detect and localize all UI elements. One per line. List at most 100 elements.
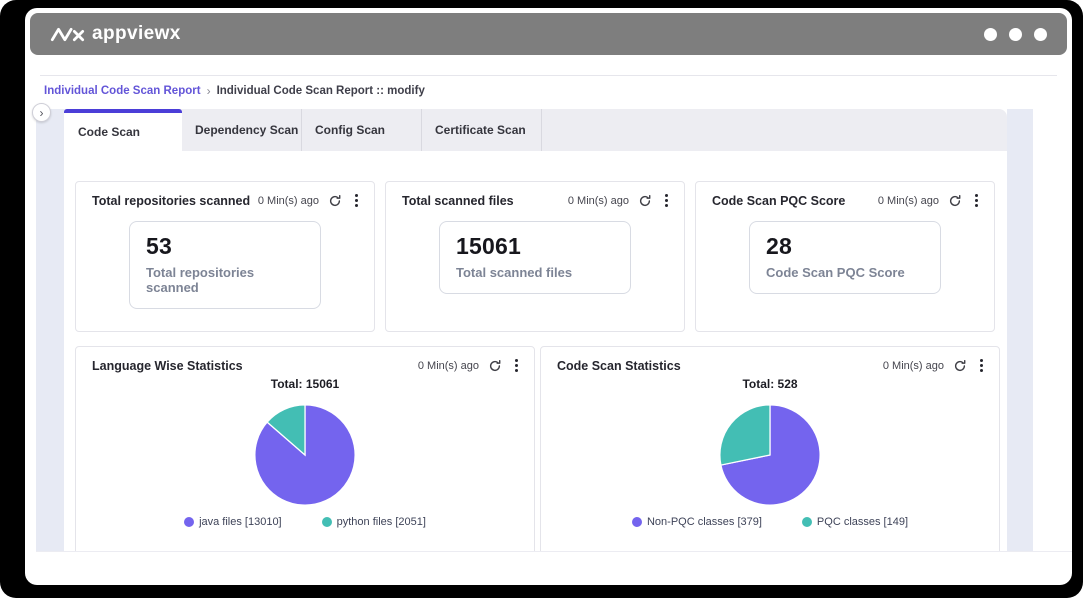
pie-chart-wrap xyxy=(541,402,999,508)
legend-color-dot xyxy=(631,517,642,527)
kebab-icon xyxy=(975,204,978,207)
legend-color-dot xyxy=(321,517,332,527)
logo-mark-icon xyxy=(50,27,85,41)
kebab-icon xyxy=(355,204,358,207)
kebab-menu-button[interactable] xyxy=(661,192,672,209)
kebab-icon xyxy=(980,359,983,362)
stat-label: Total repositories scanned xyxy=(146,265,255,295)
tab-label: Dependency Scan xyxy=(195,123,299,137)
refresh-icon xyxy=(639,194,651,206)
kebab-icon xyxy=(665,199,668,202)
pie-chart[interactable] xyxy=(717,402,823,508)
breadcrumb-separator-icon: › xyxy=(206,84,211,98)
window-control-dot[interactable] xyxy=(984,27,997,41)
legend-color-dot xyxy=(184,517,195,527)
breadcrumb-link[interactable]: Individual Code Scan Report xyxy=(44,85,201,97)
chart-cards-row: Language Wise Statistics 0 Min(s) ago xyxy=(75,346,1007,551)
kebab-icon xyxy=(980,369,983,372)
card-title: Language Wise Statistics xyxy=(92,358,243,373)
stat-label: Code Scan PQC Score xyxy=(766,265,905,280)
legend-item[interactable]: PQC classes [149] xyxy=(801,516,908,528)
card-header: Total repositories scanned 0 Min(s) ago xyxy=(76,182,374,209)
titlebar: appviewx xyxy=(30,13,1067,55)
legend-label: python files [2051] xyxy=(336,516,426,528)
kebab-menu-button[interactable] xyxy=(351,192,362,209)
refresh-button[interactable] xyxy=(328,194,342,208)
kebab-menu-button[interactable] xyxy=(976,357,987,374)
kebab-icon xyxy=(665,204,668,207)
stat-value: 53 xyxy=(146,233,172,259)
stat-label: Total scanned files xyxy=(456,265,573,280)
tabstrip: Code Scan Dependency Scan Config Scan Ce… xyxy=(64,109,1007,151)
legend-label: Non-PQC classes [379] xyxy=(646,516,762,528)
last-updated-text: 0 Min(s) ago xyxy=(257,194,319,207)
last-updated-text: 0 Min(s) ago xyxy=(567,194,629,207)
legend-item[interactable]: java files [13010] xyxy=(184,516,282,528)
kebab-icon xyxy=(665,194,668,197)
kebab-icon xyxy=(975,199,978,202)
tab-dependency-scan[interactable]: Dependency Scan xyxy=(182,109,302,151)
tab-code-scan[interactable]: Code Scan xyxy=(64,109,182,151)
breadcrumb-current: Individual Code Scan Report :: modify xyxy=(216,85,425,97)
sidebar-collapse-button[interactable]: › xyxy=(32,103,51,122)
tab-content: Total repositories scanned 0 Min(s) ago xyxy=(64,151,1007,551)
stat-cards-row: Total repositories scanned 0 Min(s) ago xyxy=(75,181,1007,332)
card-code-scan-pqc-score: Code Scan PQC Score 0 Min(s) ago xyxy=(695,181,995,332)
kebab-icon xyxy=(980,364,983,367)
last-updated-text: 0 Min(s) ago xyxy=(882,359,944,372)
header-divider xyxy=(40,75,1057,76)
refresh-button[interactable] xyxy=(948,194,962,208)
chevron-right-icon: › xyxy=(39,105,44,120)
report-panel: › Code Scan Dependency Scan Config Scan … xyxy=(32,103,1072,552)
kebab-icon xyxy=(975,194,978,197)
card-header: Language Wise Statistics 0 Min(s) ago xyxy=(76,347,534,374)
kebab-icon xyxy=(355,199,358,202)
chart-total-label: Total: 528 xyxy=(742,377,798,391)
legend-item[interactable]: python files [2051] xyxy=(321,516,426,528)
kebab-icon xyxy=(515,369,518,372)
page-gutter-left: › xyxy=(32,103,64,551)
appviewx-logo: appviewx xyxy=(50,23,181,45)
kebab-menu-button[interactable] xyxy=(511,357,522,374)
kebab-icon xyxy=(515,364,518,367)
card-title: Total repositories scanned xyxy=(92,193,251,208)
refresh-icon xyxy=(954,359,966,371)
card-header: Total scanned files 0 Min(s) ago xyxy=(386,182,684,209)
refresh-button[interactable] xyxy=(488,359,502,373)
legend-label: java files [13010] xyxy=(199,516,282,528)
refresh-icon xyxy=(329,194,341,206)
legend-item[interactable]: Non-PQC classes [379] xyxy=(631,516,762,528)
card-header: Code Scan Statistics 0 Min(s) ago xyxy=(541,347,999,374)
window-control-dot[interactable] xyxy=(1034,27,1047,41)
last-updated-text: 0 Min(s) ago xyxy=(417,359,479,372)
refresh-icon xyxy=(489,359,501,371)
stat-value: 28 xyxy=(766,233,792,259)
tab-label: Certificate Scan xyxy=(435,123,526,137)
card-total-scanned-files: Total scanned files 0 Min(s) ago xyxy=(385,181,685,332)
pie-slice-pqc-classes[interactable] xyxy=(719,404,771,466)
card-title: Total scanned files xyxy=(402,193,514,208)
pie-chart[interactable] xyxy=(252,402,358,508)
chart-card-language-wise-statistics: Language Wise Statistics 0 Min(s) ago xyxy=(75,346,535,551)
refresh-button[interactable] xyxy=(638,194,652,208)
card-title: Code Scan Statistics xyxy=(557,358,681,373)
logo-text: appviewx xyxy=(92,23,181,44)
chart-total-label: Total: 15061 xyxy=(270,377,340,391)
chart-legend: Non-PQC classes [379] PQC classes [149] xyxy=(541,516,999,528)
stat-box: 28 Code Scan PQC Score xyxy=(749,221,941,294)
card-tools: 0 Min(s) ago xyxy=(883,357,987,374)
tab-certificate-scan[interactable]: Certificate Scan xyxy=(422,109,542,151)
pie-slice-python-files[interactable] xyxy=(266,404,306,457)
kebab-icon xyxy=(355,194,358,197)
tab-config-scan[interactable]: Config Scan xyxy=(302,109,422,151)
scrollbar-track[interactable] xyxy=(1007,109,1033,551)
stat-box: 53 Total repositories scanned xyxy=(129,221,321,309)
tab-label: Config Scan xyxy=(315,123,386,137)
card-tools: 0 Min(s) ago xyxy=(418,357,522,374)
app-window: appviewx Individual Code Scan Report › I… xyxy=(25,8,1072,585)
stat-box: 15061 Total scanned files xyxy=(439,221,631,294)
refresh-button[interactable] xyxy=(953,359,967,373)
pie-chart-wrap xyxy=(76,402,534,508)
window-control-dot[interactable] xyxy=(1009,27,1022,41)
kebab-menu-button[interactable] xyxy=(971,192,982,209)
